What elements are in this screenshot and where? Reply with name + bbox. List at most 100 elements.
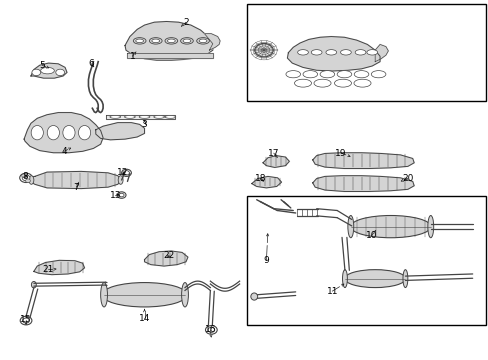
Ellipse shape [152,39,159,42]
Text: 2: 2 [183,18,188,27]
Ellipse shape [31,126,43,140]
Ellipse shape [311,50,322,55]
Polygon shape [24,113,103,153]
Text: 12: 12 [117,168,128,177]
Ellipse shape [29,176,34,184]
Polygon shape [29,171,122,189]
Ellipse shape [63,126,75,140]
Text: 5: 5 [39,61,45,70]
Ellipse shape [402,270,407,288]
Ellipse shape [325,50,336,55]
Ellipse shape [78,126,90,140]
Ellipse shape [149,38,162,44]
Ellipse shape [303,71,317,78]
Ellipse shape [119,193,124,197]
Ellipse shape [22,175,30,181]
Polygon shape [374,44,387,62]
Ellipse shape [370,71,385,78]
Ellipse shape [22,318,29,323]
Text: 6: 6 [88,59,94,68]
Text: 15: 15 [20,315,32,324]
Ellipse shape [254,43,273,57]
Ellipse shape [297,50,308,55]
Polygon shape [31,63,67,78]
Ellipse shape [366,50,377,55]
Ellipse shape [427,216,433,238]
Ellipse shape [340,50,350,55]
Ellipse shape [102,283,187,307]
Bar [246,196,485,325]
Polygon shape [312,176,413,192]
Ellipse shape [117,192,126,198]
Ellipse shape [294,79,311,87]
Ellipse shape [353,71,368,78]
Ellipse shape [196,38,209,44]
Text: 10: 10 [365,231,376,240]
Ellipse shape [164,116,175,118]
Polygon shape [127,53,212,58]
Circle shape [56,69,64,76]
Polygon shape [251,176,281,188]
Text: 3: 3 [142,120,147,129]
Text: 17: 17 [267,149,279,158]
Text: 4: 4 [61,147,67,156]
Ellipse shape [250,293,257,300]
Polygon shape [144,251,187,266]
Text: 16: 16 [204,325,216,334]
Ellipse shape [31,282,36,288]
Text: 1: 1 [129,52,135,61]
Ellipse shape [205,325,217,334]
Text: 18: 18 [254,174,266,183]
Circle shape [25,179,30,183]
Ellipse shape [118,176,123,184]
Polygon shape [312,153,413,168]
Ellipse shape [180,38,193,44]
Ellipse shape [101,283,107,307]
Text: 13: 13 [109,190,121,199]
Ellipse shape [136,39,143,42]
Text: 9: 9 [263,256,269,265]
Ellipse shape [123,171,129,175]
Ellipse shape [20,316,32,325]
Ellipse shape [47,126,60,140]
Ellipse shape [133,38,146,44]
Polygon shape [204,34,220,50]
Circle shape [21,174,26,177]
Polygon shape [96,123,144,140]
Ellipse shape [350,216,430,238]
Ellipse shape [181,283,188,307]
Polygon shape [105,115,175,119]
Ellipse shape [313,79,330,87]
Polygon shape [125,22,212,60]
Ellipse shape [183,39,190,42]
Ellipse shape [336,71,351,78]
Polygon shape [34,260,84,275]
Ellipse shape [122,169,131,176]
Ellipse shape [41,67,54,74]
Text: 7: 7 [73,183,79,192]
Ellipse shape [139,116,150,118]
Ellipse shape [347,216,353,238]
Ellipse shape [124,116,135,118]
Ellipse shape [353,79,370,87]
Text: 14: 14 [139,314,150,323]
Ellipse shape [154,116,164,118]
Polygon shape [287,37,379,71]
Ellipse shape [334,79,351,87]
Polygon shape [263,156,289,167]
Circle shape [32,69,41,76]
Ellipse shape [354,50,365,55]
Ellipse shape [285,71,300,78]
Text: 19: 19 [335,149,346,158]
Ellipse shape [110,116,121,118]
Text: 22: 22 [163,251,174,260]
Text: 21: 21 [43,265,54,274]
Bar [246,4,485,101]
Ellipse shape [342,270,346,288]
Ellipse shape [20,173,32,183]
Ellipse shape [167,39,175,42]
Ellipse shape [320,71,334,78]
Ellipse shape [199,39,206,42]
Text: 11: 11 [326,287,337,296]
Ellipse shape [344,270,405,288]
